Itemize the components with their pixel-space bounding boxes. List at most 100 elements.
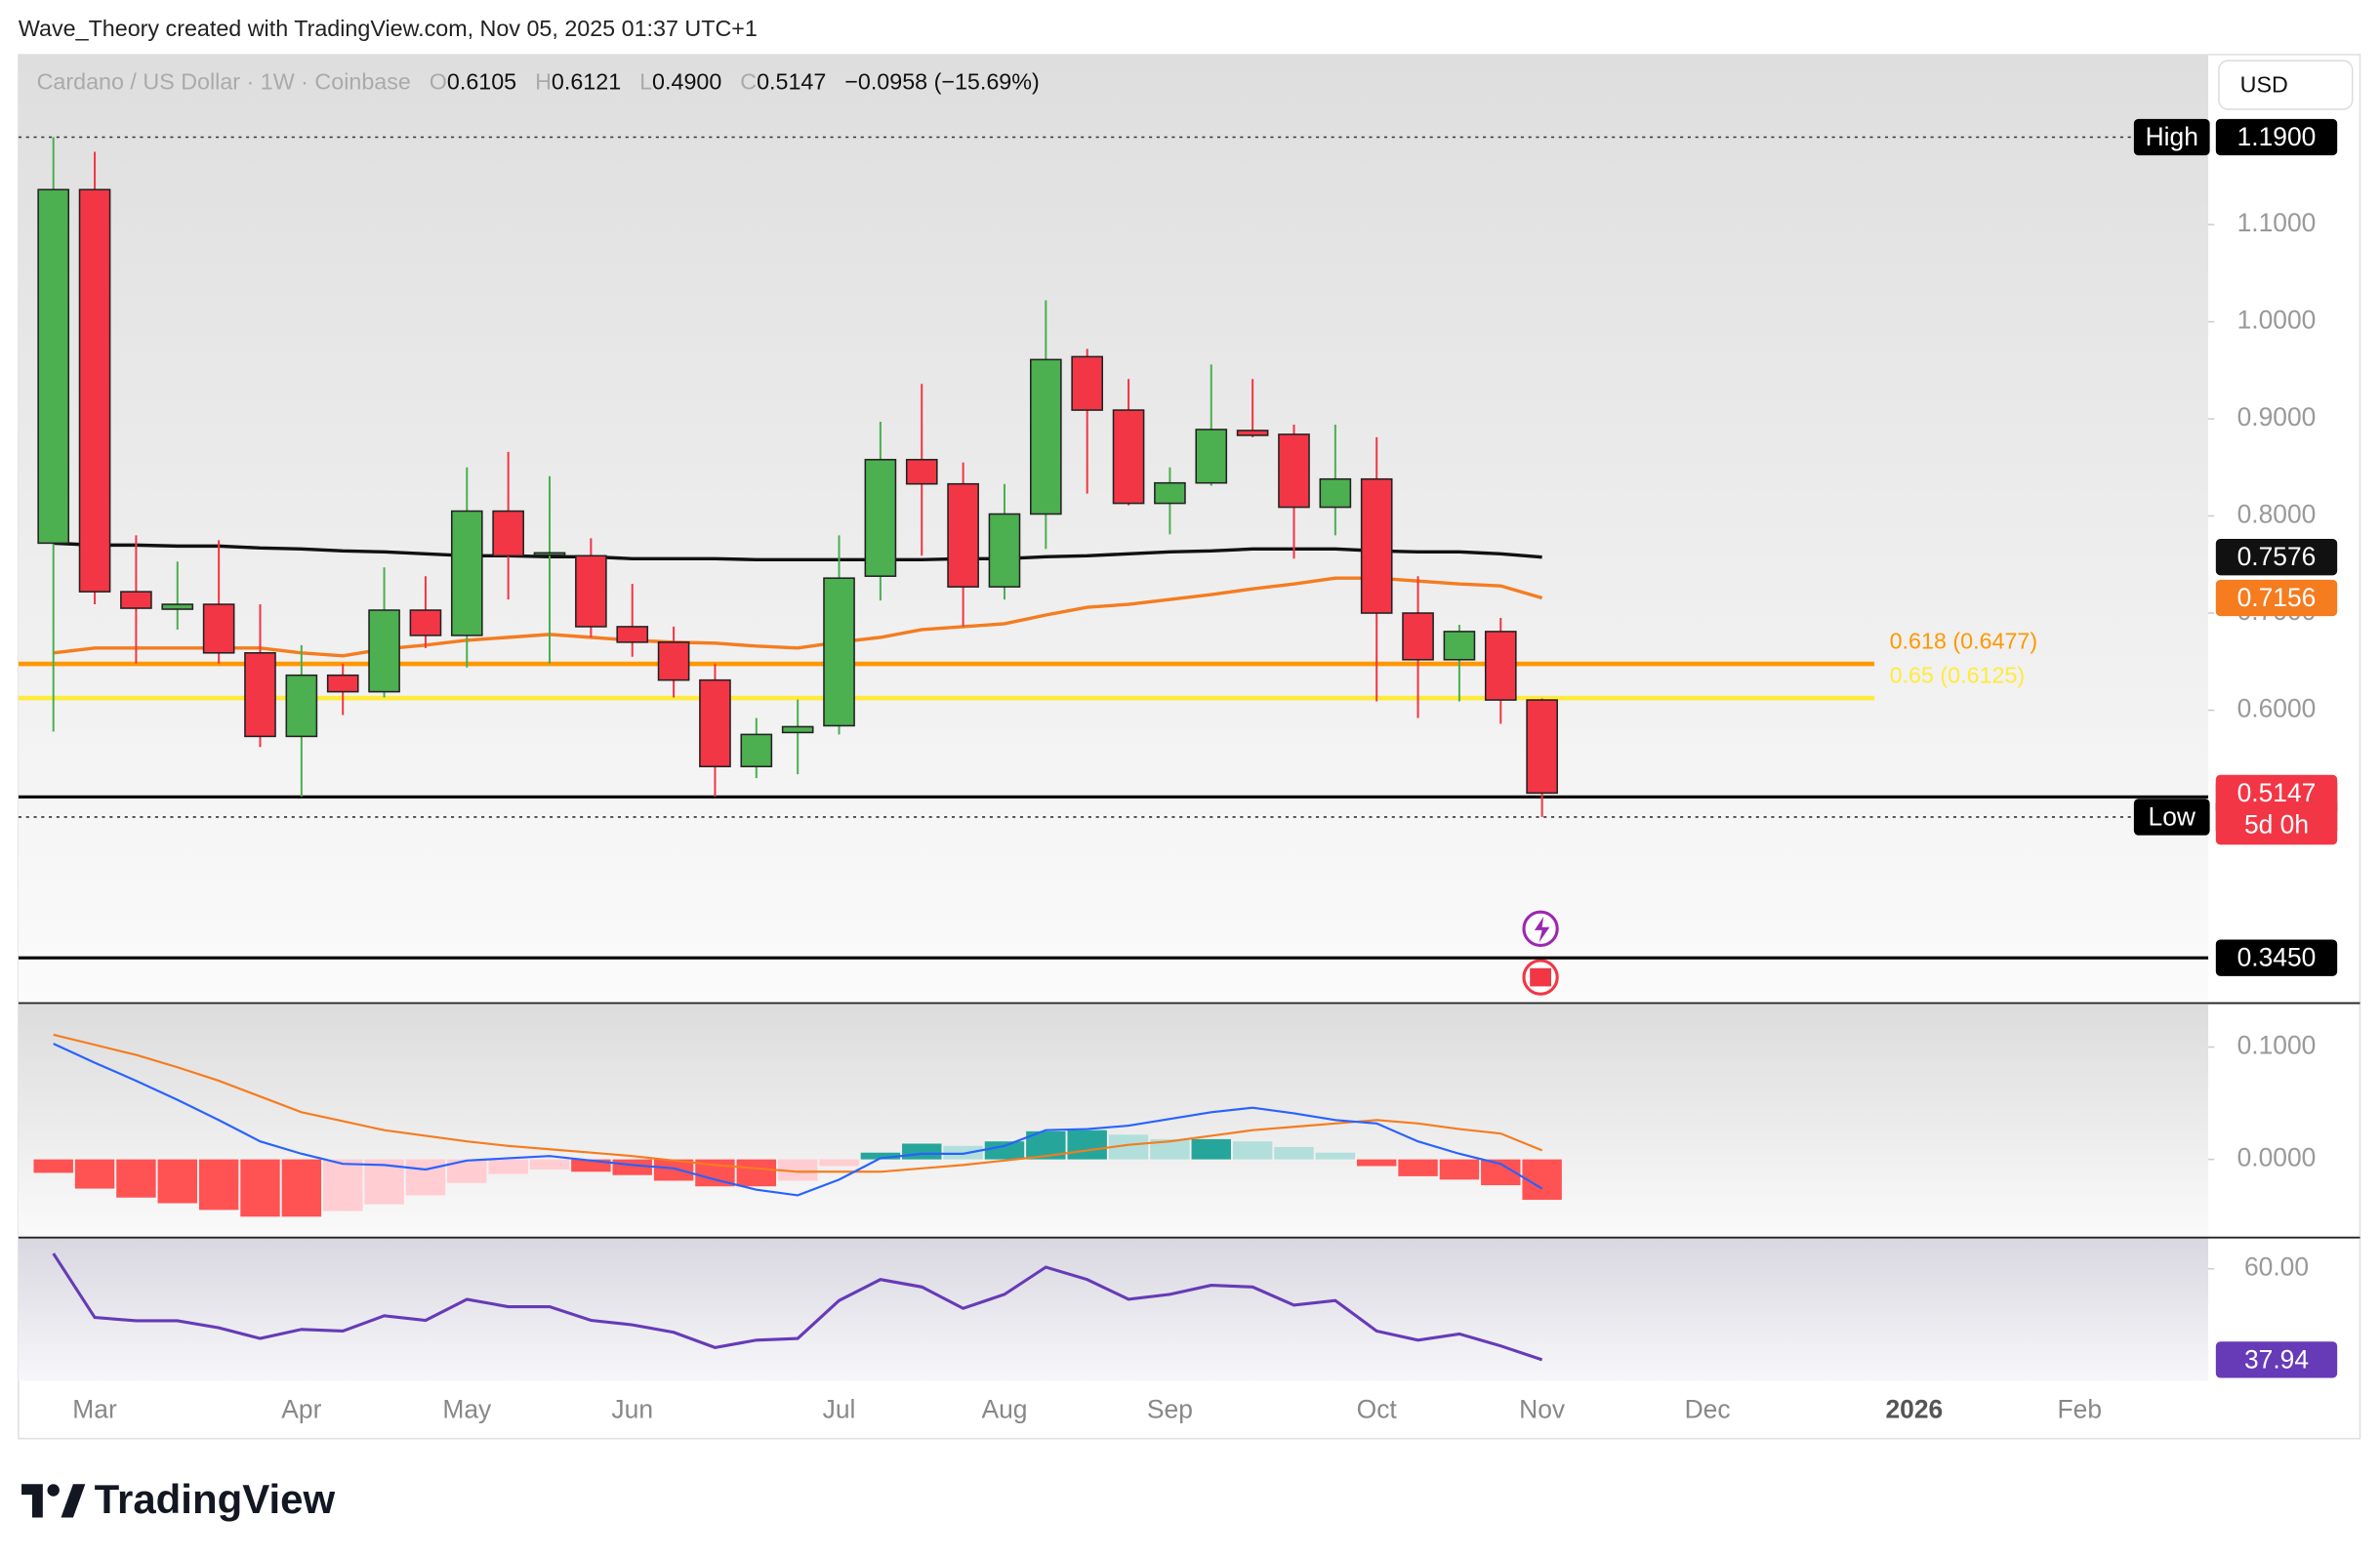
y-tick-label: 0.1000 (2237, 1031, 2317, 1060)
candle-body (202, 603, 235, 654)
y-tick-label: 0.6000 (2237, 693, 2317, 722)
candle-body (409, 609, 442, 636)
candle-body (699, 678, 731, 767)
candle-body (244, 652, 276, 738)
x-tick-label: Oct (1357, 1395, 1398, 1424)
price-pane (18, 54, 2209, 1002)
histogram-bar (1439, 1159, 1480, 1180)
histogram-bar (116, 1159, 156, 1198)
histogram-bar (860, 1152, 901, 1160)
extreme-value: 1.1900 (2237, 122, 2317, 151)
brand-logo (21, 1484, 86, 1518)
candle-body (533, 552, 566, 556)
change: −0.0958 (−15.69%) (844, 69, 1039, 95)
fib-label: 0.618 (0.6477) (1890, 628, 2038, 653)
candle-body (161, 603, 194, 610)
header-title: Wave_Theory created with TradingView.com… (19, 16, 758, 41)
candle-body (368, 609, 400, 693)
fib-label: 0.65 (0.6125) (1890, 662, 2026, 687)
candle-body (1071, 355, 1104, 411)
extreme-tag-box (2133, 118, 2210, 156)
histogram-bar (33, 1159, 73, 1173)
x-tick-label: Feb (2058, 1395, 2103, 1424)
symbol: Cardano / US Dollar · 1W · Coinbase (37, 69, 411, 95)
event-icons (1522, 910, 1559, 996)
histogram-bar (281, 1159, 322, 1217)
last-price-box (2215, 774, 2338, 845)
horizontal-line-value-box (2215, 939, 2338, 976)
candle-body (120, 591, 152, 609)
candle-body (1236, 430, 1269, 436)
x-tick-label: Nov (1519, 1395, 1566, 1424)
histogram-bar (1067, 1129, 1107, 1160)
histogram-bar (902, 1143, 942, 1160)
candle-body (1112, 409, 1145, 505)
ohlc-letter: O (430, 69, 447, 95)
x-tick-label: Dec (1685, 1395, 1731, 1424)
event-icon-bolt (1534, 916, 1550, 943)
currency-label[interactable]: USD (2240, 72, 2288, 98)
logo-mark (47, 1484, 60, 1497)
candle-body (657, 641, 690, 681)
histogram-bar (1356, 1159, 1397, 1167)
histogram-bar (984, 1141, 1025, 1160)
legend: Cardano / US Dollar · 1W · Coinbase O0.6… (37, 69, 1040, 95)
ohlc-value: 0.4900 (652, 69, 721, 95)
ohlc-letter: C (740, 69, 757, 95)
y-tick-label: 1.1000 (2237, 208, 2317, 237)
horizontal-line-value: 0.3450 (2237, 943, 2317, 972)
candle-body (37, 188, 70, 545)
candle-body (1030, 358, 1062, 515)
candle-body (947, 482, 979, 588)
candle-body (823, 577, 855, 727)
x-tick-label: Mar (72, 1395, 117, 1424)
histogram-bar (529, 1159, 570, 1170)
candle-body (781, 725, 814, 734)
candle-body (616, 626, 649, 643)
extreme-value-box (2215, 118, 2338, 156)
y-tick-label: 0.8000 (2237, 500, 2317, 529)
histogram-bar (943, 1145, 983, 1160)
x-tick-label: Jun (611, 1395, 653, 1424)
histogram-bar (323, 1159, 363, 1211)
moving-average-value: 0.7156 (2237, 583, 2317, 612)
x-tick-label: Sep (1147, 1395, 1193, 1424)
rsi-value: 37.94 (2244, 1344, 2309, 1374)
candle-body (575, 554, 607, 628)
countdown: 5d 0h (2244, 810, 2309, 840)
currency-button[interactable] (2218, 60, 2354, 110)
y-tick-label: 1.0000 (2237, 306, 2317, 335)
histogram-bar (736, 1159, 777, 1187)
histogram-bar (488, 1159, 528, 1174)
candle-body (1154, 481, 1186, 505)
histogram-bar (1150, 1138, 1190, 1160)
histogram-bar (1274, 1146, 1314, 1160)
candle-body (1278, 433, 1310, 509)
ohlc-value: 0.6105 (447, 69, 516, 95)
candle-body (326, 674, 359, 693)
candle-body (1195, 429, 1228, 484)
event-icon-flag (1530, 967, 1551, 987)
candle-body (1402, 612, 1434, 661)
histogram-bar (819, 1159, 859, 1167)
candle-body (1443, 631, 1476, 661)
candle-body (450, 510, 483, 636)
moving-average-value: 0.7576 (2237, 542, 2317, 571)
ohlc-value: 0.5147 (757, 69, 826, 95)
y-tick-label: 60.00 (2244, 1252, 2309, 1282)
histogram-bar (612, 1159, 652, 1175)
extreme-tag-box (2133, 799, 2210, 836)
candle-body (864, 459, 897, 577)
candle-body (988, 513, 1021, 588)
signal-line (53, 1033, 1543, 1173)
x-tick-label: 2026 (1885, 1395, 1943, 1424)
y-tick-label: 0.9000 (2237, 402, 2317, 431)
ohlc-letter: L (639, 69, 652, 95)
brand-name: TradingView (95, 1476, 336, 1522)
candle-body (1360, 477, 1393, 614)
logo-mark (21, 1484, 43, 1518)
extreme-tag: Low (2149, 801, 2196, 831)
candle-body (1319, 477, 1352, 509)
histogram-bar (653, 1159, 694, 1181)
